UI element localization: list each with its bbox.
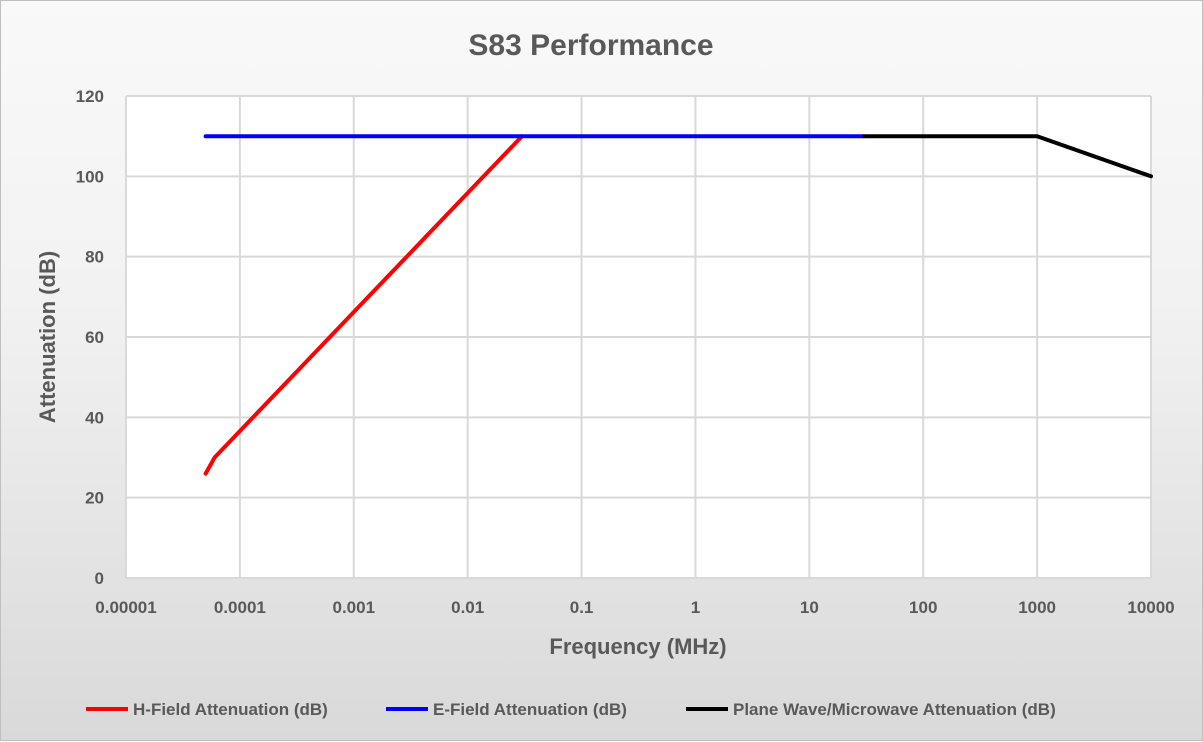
y-axis-label: Attenuation (dB)	[35, 251, 60, 423]
y-tick-label: 0	[95, 569, 104, 588]
x-tick-label: 1000	[1018, 598, 1056, 617]
x-tick-label: 0.1	[570, 598, 594, 617]
legend-label: Plane Wave/Microwave Attenuation (dB)	[733, 700, 1056, 719]
x-tick-label: 0.00001	[95, 598, 156, 617]
y-tick-label: 120	[76, 87, 104, 106]
series-line-2	[861, 134, 1153, 179]
x-tick-label: 100	[909, 598, 937, 617]
y-tick-label: 20	[85, 489, 104, 508]
x-axis-label: Frequency (MHz)	[549, 634, 726, 659]
x-tick-label: 10	[800, 598, 819, 617]
series-line-0	[203, 134, 524, 476]
y-tick-label: 100	[76, 167, 104, 186]
x-tick-label: 0.001	[333, 598, 376, 617]
x-tick-label: 0.0001	[214, 598, 266, 617]
y-tick-label: 80	[85, 248, 104, 267]
y-tick-label: 40	[85, 408, 104, 427]
x-tick-label: 0.01	[451, 598, 484, 617]
y-tick-label: 60	[85, 328, 104, 347]
x-tick-label: 10000	[1127, 598, 1174, 617]
legend-label: H-Field Attenuation (dB)	[133, 700, 328, 719]
legend-label: E-Field Attenuation (dB)	[433, 700, 627, 719]
x-tick-label: 1	[691, 598, 700, 617]
legend: H-Field Attenuation (dB) E-Field Attenuat…	[86, 700, 1056, 719]
chart-title: S83 Performance	[468, 29, 713, 62]
